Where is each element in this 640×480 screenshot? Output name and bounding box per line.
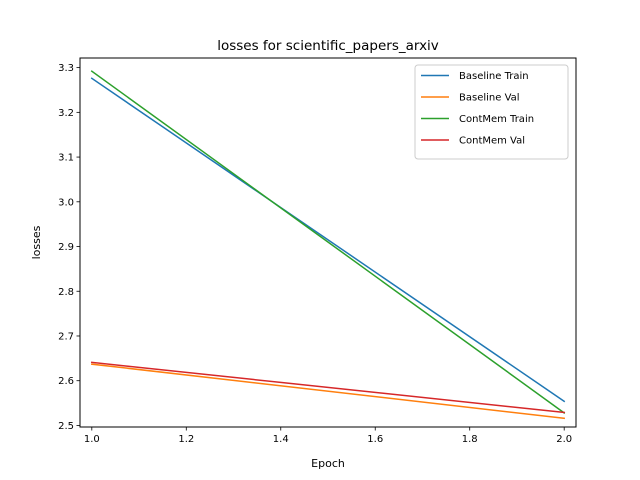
x-tick-label: 1.6 — [367, 434, 383, 445]
x-axis-label: Epoch — [311, 457, 345, 470]
y-tick-label: 2.6 — [58, 376, 74, 387]
x-tick-label: 2.0 — [556, 434, 572, 445]
series-line-0 — [90, 77, 566, 403]
legend-label: ContMem Val — [459, 136, 525, 147]
legend-label: Baseline Val — [459, 93, 520, 104]
y-axis: 2.5 2.6 2.7 2.8 2.9 3.0 3.1 3.2 3.3 — [58, 63, 80, 432]
y-tick-label: 2.8 — [58, 287, 74, 298]
y-tick-label: 3.1 — [58, 153, 74, 164]
y-tick-label: 2.5 — [58, 421, 74, 432]
y-tick-label: 3.2 — [58, 108, 74, 119]
x-tick-label: 1.2 — [178, 434, 194, 445]
y-axis-label: losses — [30, 225, 43, 259]
x-tick-label: 1.0 — [84, 434, 100, 445]
x-tick-label: 1.8 — [462, 434, 478, 445]
plot-area-frame — [79, 57, 577, 428]
series-line-2 — [90, 70, 566, 414]
x-axis: 1.0 1.2 1.4 1.6 1.8 2.0 — [84, 427, 572, 445]
series-line-1 — [90, 363, 566, 420]
y-tick-label: 3.3 — [58, 63, 74, 74]
legend-label: ContMem Train — [459, 114, 534, 125]
plot-lines — [90, 70, 566, 420]
chart-title: losses for scientific_papers_arxiv — [217, 38, 439, 54]
y-tick-label: 3.0 — [58, 197, 74, 208]
x-tick-label: 1.4 — [273, 434, 289, 445]
y-tick-label: 2.7 — [58, 331, 74, 342]
y-tick-label: 2.9 — [58, 242, 74, 253]
legend: Baseline Train Baseline Val ContMem Train C… — [414, 64, 569, 160]
legend-label: Baseline Train — [459, 71, 529, 82]
legend-frame — [414, 64, 569, 160]
series-line-3 — [90, 361, 566, 414]
